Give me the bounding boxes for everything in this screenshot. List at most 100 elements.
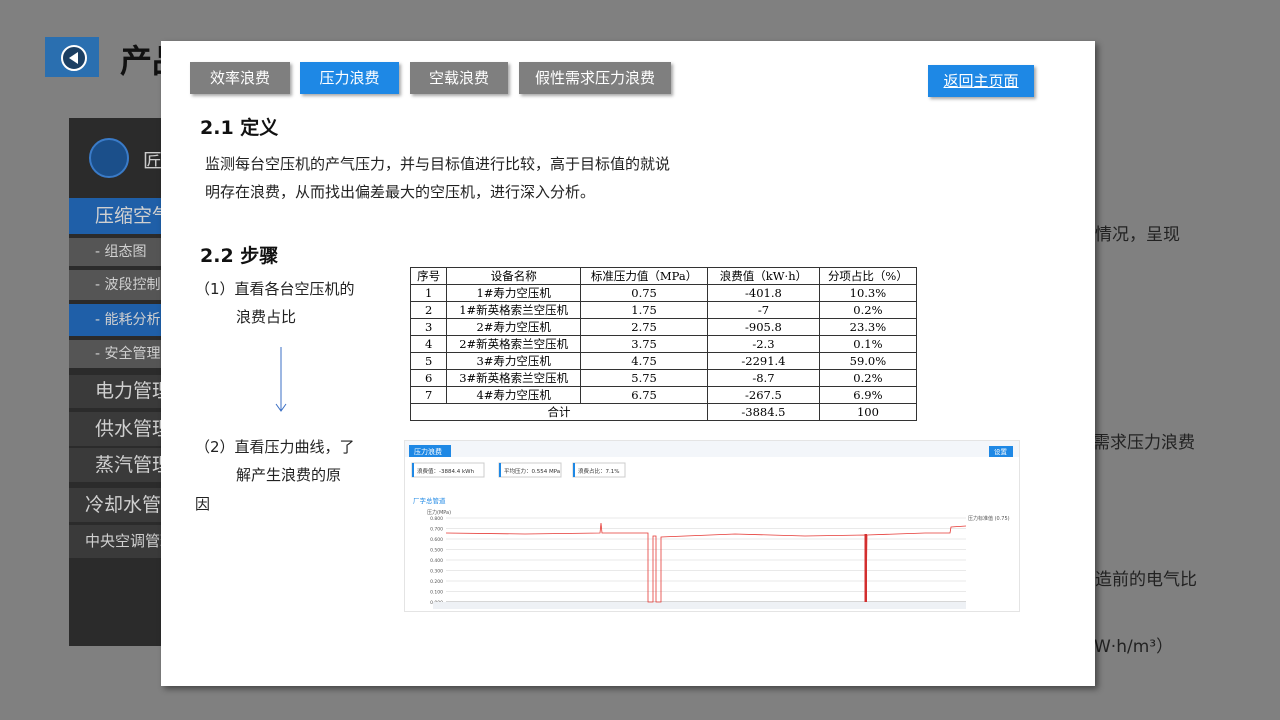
menu-label: 供水管理 xyxy=(95,418,172,440)
button-bg xyxy=(989,446,1013,457)
stat-accent xyxy=(499,463,501,477)
table-total-cell: 合计 xyxy=(409,403,709,421)
table-cell: 1#新英格索兰空压机 xyxy=(446,301,582,319)
y-tick-label: 0.400 xyxy=(430,558,443,564)
table-cell: -7 xyxy=(707,301,820,319)
table-cell: 10.3% xyxy=(818,284,918,302)
y-tick-label: 0.600 xyxy=(430,537,443,543)
arrow xyxy=(275,347,287,412)
back-button[interactable]: 返回主页面 xyxy=(928,65,1034,97)
background-text: 情况，呈现 xyxy=(1095,225,1180,245)
menu-label: 冷却水管理 xyxy=(85,494,181,516)
paragraph-line: 明存在浪费，从而找出偏差最大的空压机，进行深入分析。 xyxy=(205,183,596,201)
table-cell: 3#寿力空压机 xyxy=(446,352,582,370)
table-header-cell: 设备名称 xyxy=(446,267,582,285)
table-cell: 0.2% xyxy=(818,301,918,319)
menu-label: 中央空调管理 xyxy=(85,532,176,550)
y-tick-label: 0.300 xyxy=(430,569,443,575)
y-tick-label: 0.700 xyxy=(430,527,443,533)
menu-label: - 能耗分析 xyxy=(95,312,161,328)
background-text: 需求压力浪费 xyxy=(1093,433,1195,453)
table-cell: 1.75 xyxy=(580,301,709,319)
stat-accent xyxy=(412,463,414,477)
logo-text: 匠 xyxy=(143,150,163,172)
table-cell: 1 xyxy=(409,284,448,302)
tab[interactable]: 空载浪费 xyxy=(410,62,508,94)
table-cell: 3#新英格索兰空压机 xyxy=(446,369,582,387)
tab-active[interactable]: 压力浪费 xyxy=(300,62,399,94)
table-cell: 6.9% xyxy=(818,386,918,404)
tab[interactable]: 效率浪费 xyxy=(190,62,290,94)
tab[interactable]: 假性需求压力浪费 xyxy=(519,62,671,94)
background-text: W·h/m³） xyxy=(1094,637,1174,657)
back-icon-graphic xyxy=(61,45,87,71)
button: 设置 xyxy=(994,447,1008,456)
table-cell: -401.8 xyxy=(707,284,820,302)
table-header-cell: 分项占比（%） xyxy=(818,267,918,285)
table-cell: 4.75 xyxy=(580,352,709,370)
table-cell: 2 xyxy=(409,301,448,319)
series-title: 厂字总管道 xyxy=(413,496,446,505)
header-bar xyxy=(405,441,1019,457)
table-row: 3 2#寿力空压机 2.75 -905.8 23.3% xyxy=(409,318,918,336)
y-label: 压力(MPa) xyxy=(427,509,451,516)
menu-label: 压缩空气 xyxy=(95,205,172,227)
table-row: 7 4#寿力空压机 6.75 -267.5 6.9% xyxy=(409,386,918,404)
embedded-screenshot: 压力浪费 设置 浪费值：-3884.4 kWh 平均压力：0.554 MPa 浪费占比：… xyxy=(404,440,1020,612)
table-cell: 7 xyxy=(409,386,448,404)
table-cell: -8.7 xyxy=(707,369,820,387)
table-cell: 23.3% xyxy=(818,318,918,336)
stat-text: 浪费值：-3884.4 kWh xyxy=(417,467,475,475)
step-text: （2）直看压力曲线，了 xyxy=(195,438,355,456)
menu-label: 蒸汽管理 xyxy=(95,454,172,476)
table-header-row: 序号 设备名称 标准压力值（MPa） 浪费值（kW·h） 分项占比（%） xyxy=(409,267,918,285)
table-total-row: 合计 -3884.5 100 xyxy=(409,403,918,421)
table-cell: 4#寿力空压机 xyxy=(446,386,582,404)
logo xyxy=(89,138,129,178)
table-cell: 0.75 xyxy=(580,284,709,302)
table-cell: 3 xyxy=(409,318,448,336)
table-cell: 59.0% xyxy=(818,352,918,370)
table-row: 1 1#寿力空压机 0.75 -401.8 10.3% xyxy=(409,284,918,302)
table-cell: -2.3 xyxy=(707,335,820,353)
paragraph-line: 监测每台空压机的产气压力，并与目标值进行比较，高于目标值的就说 xyxy=(205,155,671,173)
table-cell: 5.75 xyxy=(580,369,709,387)
y-tick-label: 0.200 xyxy=(430,579,443,585)
table-cell: 2#新英格索兰空压机 xyxy=(446,335,582,353)
table-cell: 6.75 xyxy=(580,386,709,404)
table-cell: 2#寿力空压机 xyxy=(446,318,582,336)
table-row: 6 3#新英格索兰空压机 5.75 -8.7 0.2% xyxy=(409,369,918,387)
table-header-cell: 序号 xyxy=(409,267,448,285)
table-cell: -267.5 xyxy=(707,386,820,404)
step-text: 因 xyxy=(195,495,211,513)
heading: 2.1 定义 xyxy=(200,117,279,139)
y-tick-label: 0.100 xyxy=(430,590,443,596)
tag: 压力浪费 xyxy=(414,447,442,456)
table-header-cell: 浪费值（kW·h） xyxy=(707,267,820,285)
table-cell: 5 xyxy=(409,352,448,370)
table-cell: 6 xyxy=(409,369,448,387)
table-cell: -2291.4 xyxy=(707,352,820,370)
standard-label: 压力标准值 (0.75) xyxy=(968,515,1010,522)
tag-bg xyxy=(409,445,451,457)
menu-label: - 波段控制 xyxy=(95,277,161,293)
table-cell: 4 xyxy=(409,335,448,353)
stat-accent xyxy=(573,463,575,477)
heading: 2.2 步骤 xyxy=(200,245,279,267)
table-total-cell: 100 xyxy=(818,403,918,421)
x-axis-bar xyxy=(433,602,966,609)
step-text: 解产生浪费的原 xyxy=(236,466,342,484)
table-row: 5 3#寿力空压机 4.75 -2291.4 59.0% xyxy=(409,352,918,370)
menu-label: - 安全管理 xyxy=(95,346,161,362)
back-icon[interactable] xyxy=(45,37,99,77)
menu-label: - 组态图 xyxy=(95,244,147,260)
table-row: 2 1#新英格索兰空压机 1.75 -7 0.2% xyxy=(409,301,918,319)
table-header-cell: 标准压力值（MPa） xyxy=(580,267,709,285)
stat-text: 浪费占比：7.1% xyxy=(578,467,619,475)
table-row: 4 2#新英格索兰空压机 3.75 -2.3 0.1% xyxy=(409,335,918,353)
table-total-cell: -3884.5 xyxy=(707,403,820,421)
table-cell: 0.1% xyxy=(818,335,918,353)
spike xyxy=(864,534,867,602)
table-cell: 2.75 xyxy=(580,318,709,336)
